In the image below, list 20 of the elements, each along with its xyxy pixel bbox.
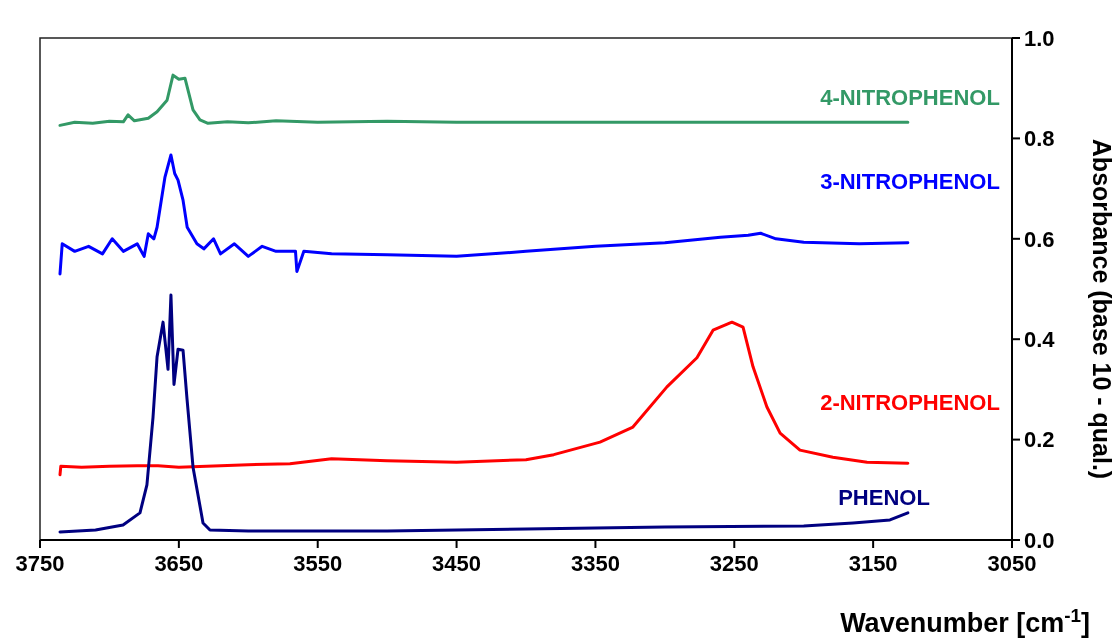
x-tick-label: 3450 — [432, 551, 482, 576]
y-tick-label: 0.8 — [1024, 126, 1055, 152]
y-tick-label: 0.2 — [1024, 427, 1055, 453]
x-tick-label: 3050 — [987, 551, 1037, 576]
x-tick-label: 3750 — [15, 551, 65, 576]
x-tick-label: 3250 — [709, 551, 759, 576]
series-label: 2-NITROPHENOL — [820, 390, 1000, 416]
x-axis-title: Wavenumber [cm$^{-1}$] — [840, 604, 1090, 638]
y-tick-label: 0.4 — [1024, 326, 1056, 352]
x-tick-label: 3350 — [570, 551, 620, 576]
x-tick-label: 3550 — [293, 551, 343, 576]
y-tick-label: 0.6 — [1024, 226, 1055, 252]
y-tick-label: 1.0 — [1024, 25, 1055, 51]
series-label: PHENOL — [838, 484, 930, 510]
x-tick-label: 3650 — [154, 551, 204, 576]
y-axis-title: Absorbance (base 10 - qual.) — [1088, 138, 1116, 480]
x-tick-label: 3150 — [848, 551, 898, 576]
y-tick-label: 0.0 — [1024, 527, 1055, 553]
text: 3-NITROPHENOL — [820, 168, 1000, 194]
series-label: 4-NITROPHENOL — [820, 85, 1000, 111]
